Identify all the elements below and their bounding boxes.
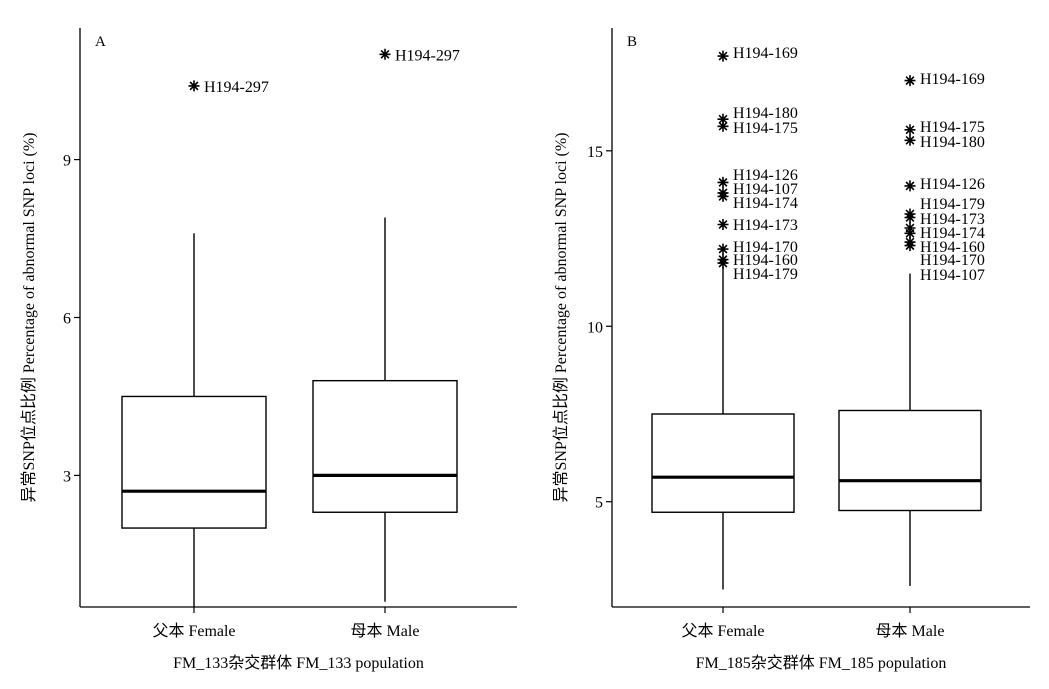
- outlier-point: [717, 176, 729, 188]
- outlier-label: H194-126: [733, 167, 798, 184]
- outlier-label: H194-180: [920, 134, 985, 151]
- outlier-label: H194-297: [395, 47, 460, 64]
- outlier-point: [904, 124, 916, 136]
- y-tick-label: 5: [595, 495, 603, 512]
- box-iqr: [312, 379, 458, 513]
- outlier-point: [717, 219, 729, 230]
- outlier-point: [717, 190, 729, 202]
- outlier-label: H194-179: [733, 266, 798, 283]
- outlier-label: H194-297: [204, 79, 269, 96]
- y-axis-title: 异常SNP位点比例 Percentage of abnormal SNP loc…: [20, 132, 38, 502]
- outlier-point: [904, 212, 916, 223]
- box-iqr: [651, 413, 795, 513]
- outlier-point: [717, 113, 729, 125]
- x-tick-label: 母本 Male: [351, 622, 420, 640]
- outlier-label: H194-160: [920, 239, 985, 256]
- outlier-point: [904, 75, 916, 87]
- x-axis-title: FM_133杂交群体 FM_133 population: [173, 654, 424, 672]
- outlier-label: H194-107: [733, 181, 798, 198]
- outlier-point: [904, 227, 916, 239]
- outlier-point: [904, 134, 916, 146]
- outlier-point: [717, 120, 729, 132]
- outlier-label: H194-180: [733, 105, 798, 122]
- panel-label: B: [627, 34, 637, 50]
- outlier-point: [717, 243, 729, 255]
- box-iqr: [838, 409, 982, 512]
- y-tick-label: 3: [63, 468, 71, 485]
- outlier-point: [188, 80, 200, 92]
- panel-label: A: [95, 34, 106, 50]
- outlier-point: [379, 48, 391, 60]
- y-axis-title: 异常SNP位点比例 Percentage of abnormal SNP loc…: [552, 132, 570, 502]
- y-tick-label: 6: [63, 311, 71, 328]
- outlier-label: H194-170: [733, 239, 798, 256]
- box-iqr: [121, 395, 267, 529]
- outlier-label: H194-107: [920, 267, 985, 284]
- y-tick-label: 9: [63, 153, 71, 170]
- outlier-label: H194-175: [920, 119, 985, 136]
- x-tick-label: 父本 Female: [152, 622, 235, 640]
- outlier-point: [904, 236, 916, 248]
- outlier-label: H194-175: [733, 120, 798, 137]
- outlier-label: H194-169: [733, 45, 798, 62]
- y-tick-label: 10: [587, 319, 603, 336]
- outlier-label: H194-160: [733, 252, 798, 269]
- outlier-point: [717, 257, 729, 269]
- outlier-point: [717, 50, 729, 62]
- y-tick-label: 15: [587, 144, 603, 161]
- outlier-label: H194-173: [733, 217, 798, 234]
- outlier-point: [904, 180, 916, 192]
- outlier-label: H194-179: [920, 196, 985, 213]
- outlier-label: H194-174: [920, 225, 985, 242]
- x-tick-label: 母本 Male: [876, 622, 945, 640]
- outlier-label: H194-126: [920, 176, 985, 193]
- x-axis-title: FM_185杂交群体 FM_185 population: [696, 654, 947, 672]
- outlier-label: H194-169: [920, 71, 985, 88]
- outlier-label: H194-174: [733, 195, 798, 212]
- x-tick-label: 父本 Female: [681, 622, 764, 640]
- outlier-label: H194-173: [920, 211, 985, 228]
- outlier-label: H194-170: [920, 252, 985, 269]
